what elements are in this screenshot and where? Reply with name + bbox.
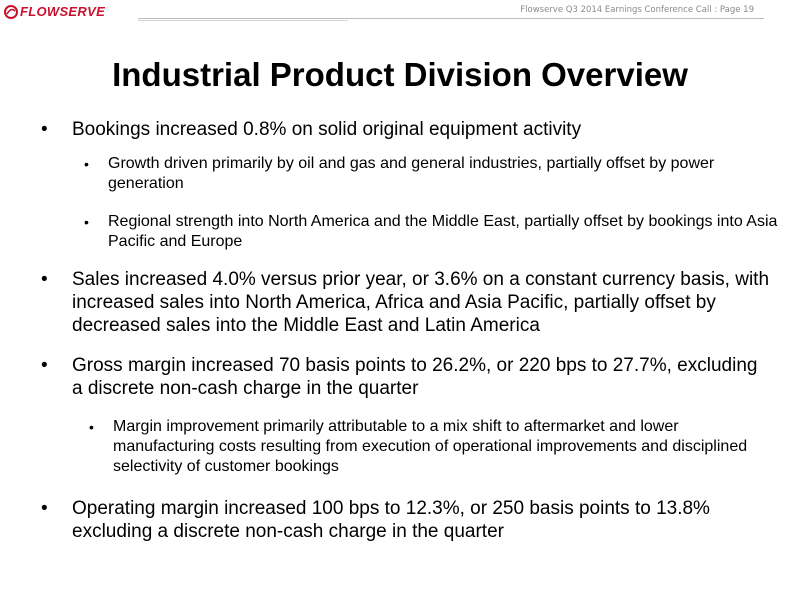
bullet-text: Margin improvement primarily attributabl… [113,418,748,475]
bullet-dot-icon: • [41,498,48,519]
slide-title: Industrial Product Division Overview [112,56,688,93]
bullet-dot-icon: • [89,419,94,435]
bullet-dot-icon: • [41,269,48,290]
bullet-dot-icon: • [84,156,89,172]
bullet-dot-icon: • [84,214,89,230]
bullet-item: • Sales increased 4.0% versus prior year… [41,268,772,337]
bullet-text: Operating margin increased 100 bps to 12… [72,498,710,542]
bullet-text: Regional strength into North America and… [108,213,778,250]
bullet-dot-icon: • [41,119,48,140]
bullet-item: • Regional strength into North America a… [84,212,778,252]
bullet-text: Bookings increased 0.8% on solid origina… [72,119,582,140]
bullet-item: • Margin improvement primarily attributa… [89,417,763,477]
bullet-text: Sales increased 4.0% versus prior year, … [72,269,770,336]
bullet-item: • Gross margin increased 70 basis points… [41,354,772,400]
bullet-item: • Operating margin increased 100 bps to … [41,497,772,543]
header-divider [138,18,764,19]
bullet-dot-icon: • [41,355,48,376]
flowserve-logo-icon [4,4,18,19]
logo-text: FLOWSERVE [20,4,106,19]
flowserve-logo: FLOWSERVE [4,4,105,19]
bullet-item: • Bookings increased 0.8% on solid origi… [41,118,772,141]
bullet-text: Gross margin increased 70 basis points t… [72,355,758,399]
page-header-label: Flowserve Q3 2014 Earnings Conference Ca… [520,5,754,15]
bullet-item: • Growth driven primarily by oil and gas… [84,154,778,194]
bullet-text: Growth driven primarily by oil and gas a… [108,155,715,192]
header-divider-accent [138,20,348,21]
